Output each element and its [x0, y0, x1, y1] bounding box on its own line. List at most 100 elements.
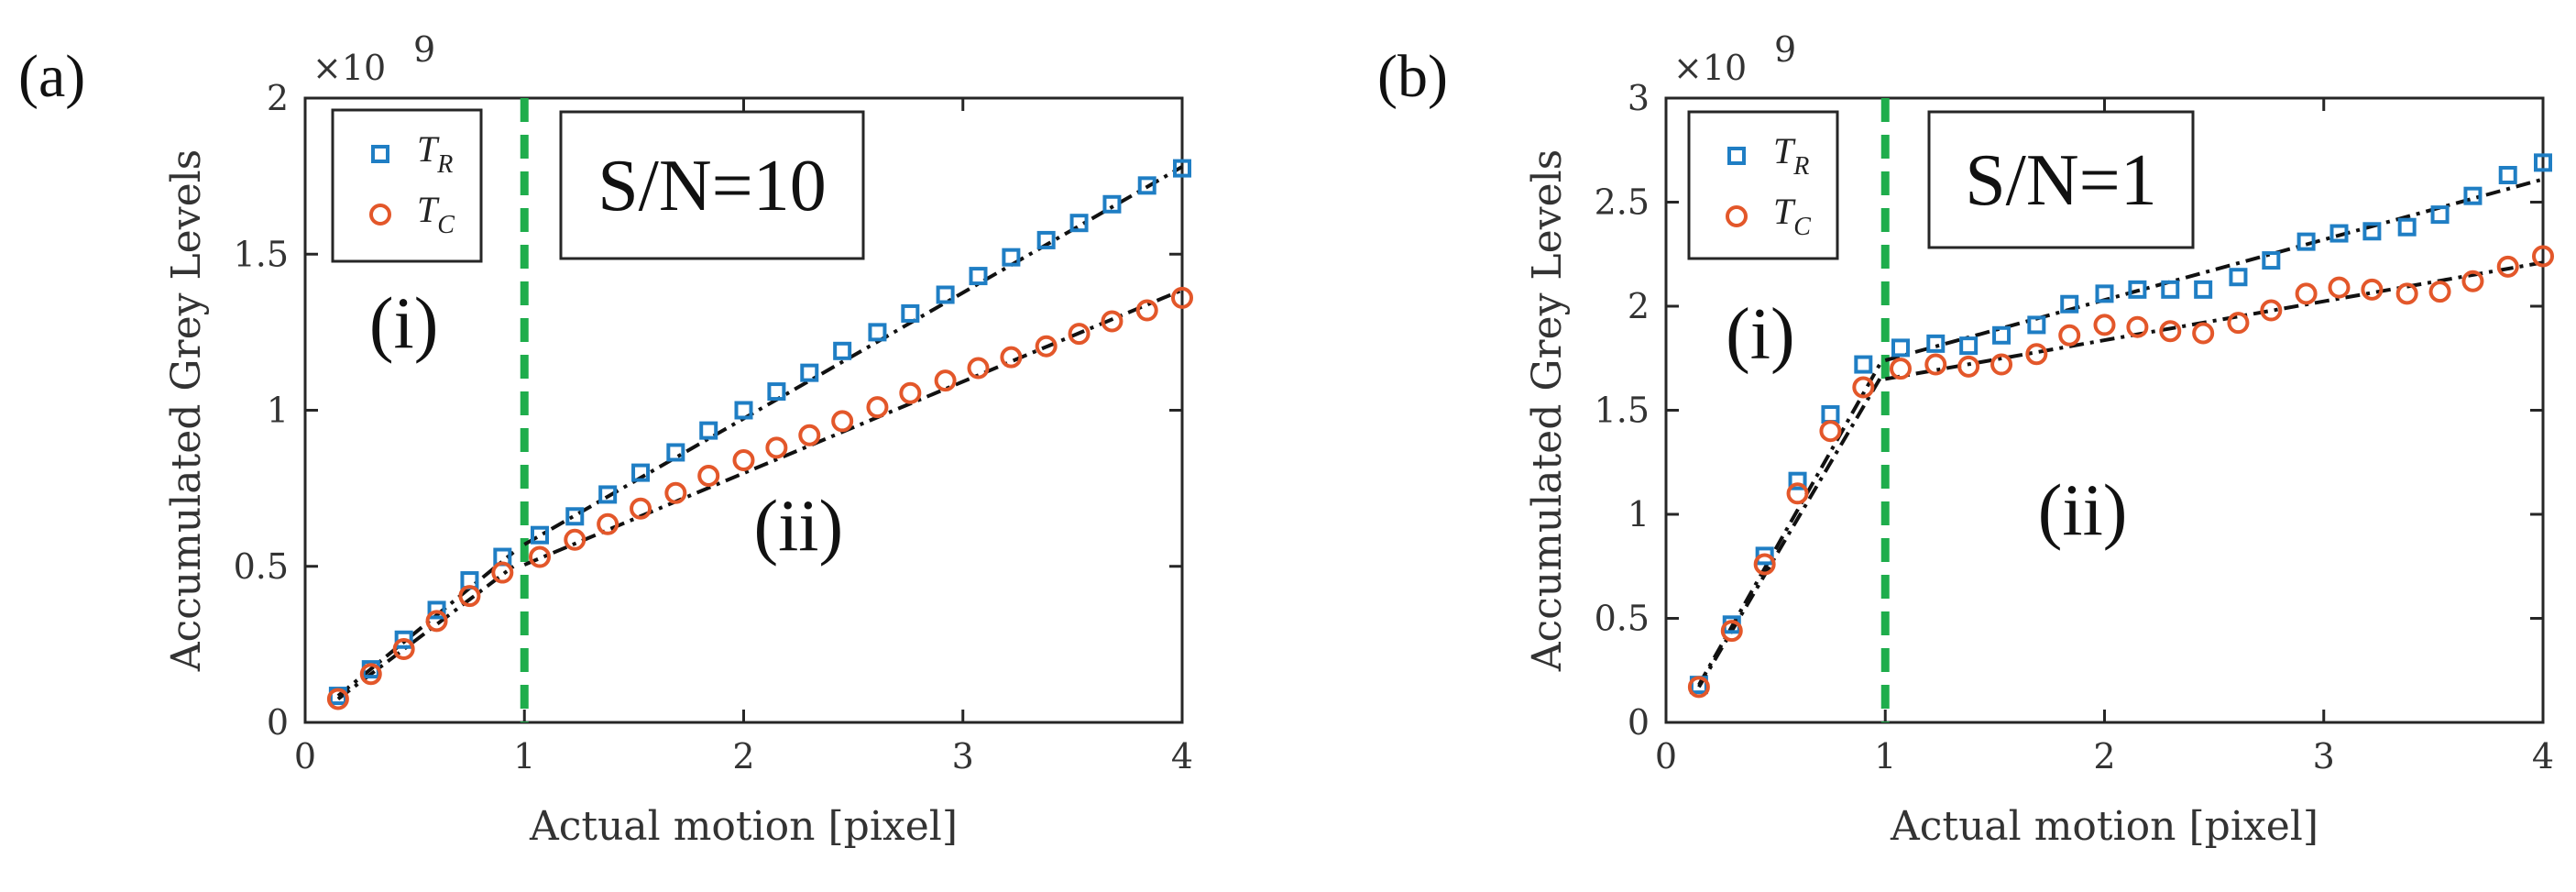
legend-marker-square — [1727, 147, 1746, 165]
data-point-circle — [491, 561, 514, 584]
data-point-circle — [392, 637, 415, 660]
data-point-circle — [934, 369, 957, 392]
legend-symbol: T — [417, 189, 440, 230]
data-point-square — [2397, 217, 2417, 237]
legend-symbol: T — [1773, 191, 1796, 232]
y-tick-label: 2 — [267, 78, 289, 118]
legend-marker-square — [371, 145, 389, 163]
data-point-square — [2430, 205, 2450, 225]
data-point-circle — [1852, 376, 1875, 399]
data-point-square — [2534, 153, 2552, 172]
x-tick-label: 3 — [2313, 736, 2335, 776]
x-tick-label: 0 — [1655, 736, 1677, 776]
data-point-circle — [1000, 346, 1023, 369]
y-tick-label: 1.5 — [1595, 391, 1650, 431]
x-axis-label: Actual motion [pixel] — [1890, 803, 2318, 850]
data-point-square — [1788, 471, 1807, 490]
y-tick-label: 0 — [1628, 702, 1650, 743]
data-point-square — [666, 443, 685, 462]
data-point-circle — [2159, 320, 2182, 343]
data-point-circle — [2361, 278, 2384, 301]
data-point-square — [699, 421, 718, 440]
data-point-circle — [967, 357, 990, 380]
series-c — [1687, 245, 2554, 699]
series-c — [326, 286, 1193, 710]
y-tick-label: 0.5 — [234, 546, 289, 587]
data-point-square — [2296, 232, 2316, 251]
data-point-square — [1755, 546, 1774, 566]
panel-label: (a) — [18, 43, 85, 110]
x-tick-label: 2 — [732, 736, 754, 776]
data-point-square — [969, 267, 988, 286]
data-point-circle — [1035, 335, 1058, 358]
data-point-circle — [1889, 358, 1912, 380]
fit-line — [1884, 260, 2544, 381]
data-point-circle — [765, 436, 788, 459]
y-tick-label: 3 — [1628, 78, 1650, 118]
data-point-circle — [458, 585, 481, 608]
data-point-circle — [2328, 276, 2351, 299]
x-tick-label: 1 — [1874, 736, 1896, 776]
data-point-square — [734, 401, 753, 420]
legend-box — [331, 108, 483, 263]
data-point-square — [2027, 315, 2046, 335]
data-point-circle — [359, 663, 382, 686]
region-label: (i) — [1726, 294, 1795, 375]
data-point-square — [2362, 222, 2382, 241]
data-point-circle — [1786, 482, 1809, 505]
data-point-circle — [866, 396, 889, 419]
data-point-square — [1992, 325, 2011, 345]
data-point-circle — [2395, 282, 2418, 305]
data-point-square — [2128, 280, 2147, 299]
data-point-square — [936, 285, 955, 304]
data-point-circle — [2126, 315, 2149, 338]
data-point-circle — [528, 545, 551, 568]
data-point-circle — [732, 448, 755, 471]
fit-line — [336, 550, 515, 698]
data-point-circle — [564, 528, 586, 551]
data-point-circle — [2260, 299, 2283, 322]
data-point-square — [1854, 355, 1873, 374]
data-point-circle — [899, 381, 922, 404]
data-point-square — [2161, 280, 2180, 299]
data-point-square — [1102, 194, 1122, 214]
region-label: (ii) — [753, 487, 843, 567]
snr-label: S/N=10 — [597, 146, 827, 226]
legend-subscript: R — [1792, 152, 1809, 181]
region-label: (i) — [369, 283, 439, 364]
data-point-square — [598, 485, 618, 504]
data-point-square — [868, 323, 887, 342]
x-tick-label: 0 — [294, 736, 316, 776]
data-point-square — [2229, 268, 2248, 287]
x-tick-label: 2 — [2093, 736, 2115, 776]
data-point-square — [2095, 284, 2114, 303]
chart-panel-a: (a) 0 1 2 3 4 0 0.5 1 1.5 2 ×10 9 Actual motion [pixe… — [18, 29, 1193, 850]
data-point-circle — [2058, 324, 2081, 347]
legend-symbol: T — [1773, 130, 1796, 171]
data-point-square — [1891, 338, 1910, 358]
y-tick-label: 1 — [267, 391, 289, 431]
data-point-circle — [831, 410, 854, 433]
legend-subscript: C — [437, 211, 455, 239]
data-point-circle — [664, 481, 687, 504]
data-point-circle — [1101, 310, 1124, 333]
data-point-circle — [2428, 281, 2451, 303]
data-point-square — [565, 507, 585, 526]
data-point-square — [901, 303, 920, 323]
data-point-square — [2463, 186, 2483, 205]
data-point-square — [833, 341, 852, 360]
legend-label: TC — [1773, 191, 1811, 241]
data-point-circle — [2496, 255, 2519, 278]
x-tick-label: 1 — [513, 736, 535, 776]
data-point-circle — [2295, 282, 2318, 305]
annotation-box — [559, 110, 865, 260]
y-axis-multiplier-exponent: 9 — [413, 29, 435, 70]
y-tick-label: 1 — [1628, 494, 1650, 534]
legend-marker-circle — [369, 204, 391, 226]
data-point-circle — [1171, 286, 1193, 309]
data-point-circle — [2025, 343, 2048, 366]
data-point-square — [1069, 214, 1089, 233]
data-point-circle — [2532, 245, 2554, 268]
